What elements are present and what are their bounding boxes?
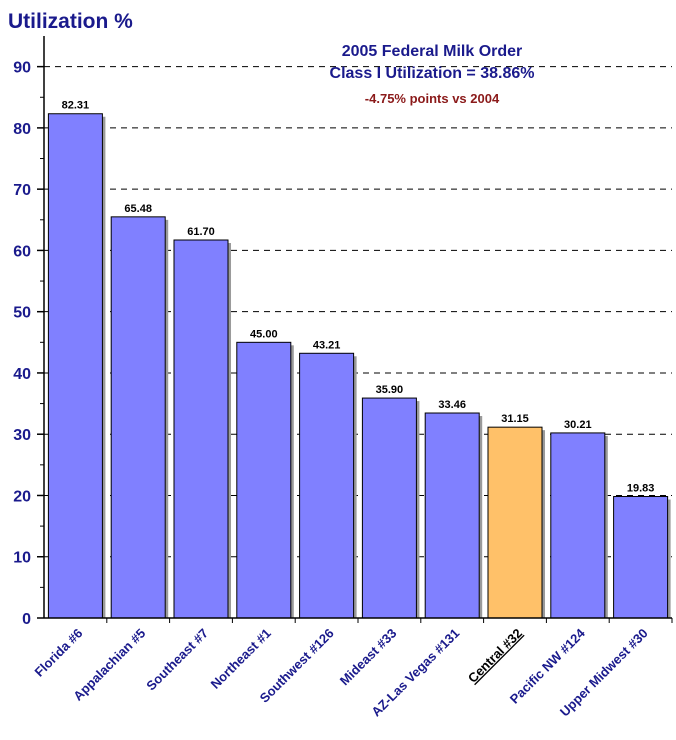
x-tick-label: Mideast #33 xyxy=(337,626,400,689)
bar xyxy=(47,113,103,619)
y-tick-label: 70 xyxy=(13,182,31,199)
data-label: 43.21 xyxy=(313,339,341,351)
y-tick-label: 90 xyxy=(13,60,31,77)
data-label: 45.00 xyxy=(250,328,278,340)
chart-annotation: -4.75% points vs 2004 xyxy=(365,91,500,106)
y-tick-label: 10 xyxy=(13,550,31,567)
y-axis-title: Utilization % xyxy=(8,10,133,33)
y-axis: 0 10 20 30 40 50 60 70 80 90 xyxy=(13,36,45,628)
bar xyxy=(550,432,606,619)
data-label: 31.15 xyxy=(501,413,529,425)
bar-highlight xyxy=(487,426,543,619)
y-tick-label: 60 xyxy=(13,243,31,260)
bar xyxy=(613,496,669,619)
y-tick-label: 0 xyxy=(22,611,31,628)
chart-subtitle: Class I Utilization = 38.86% xyxy=(330,65,535,82)
bars xyxy=(47,113,671,619)
x-tick-label: Florida #6 xyxy=(31,626,85,680)
data-label: 82.31 xyxy=(62,100,90,112)
chart-title: 2005 Federal Milk Order xyxy=(342,43,523,60)
data-label: 61.70 xyxy=(187,226,215,238)
data-label: 30.21 xyxy=(564,419,592,431)
data-label: 35.90 xyxy=(376,384,404,396)
y-tick-label: 40 xyxy=(13,366,31,383)
x-axis xyxy=(44,617,673,623)
y-tick-label: 80 xyxy=(13,121,31,138)
bar xyxy=(299,352,355,619)
y-tick-label: 50 xyxy=(13,305,31,322)
data-label: 33.46 xyxy=(438,399,466,411)
data-labels: 82.31 65.48 61.70 45.00 43.21 35.90 33.46 31.15… xyxy=(62,100,655,495)
x-tick-label: Northeast #1 xyxy=(208,626,274,692)
x-tick-label: Southeast #7 xyxy=(143,626,211,694)
bar xyxy=(424,412,480,619)
data-label: 65.48 xyxy=(124,203,152,215)
x-tick-label: Central #32 xyxy=(465,626,525,686)
bar xyxy=(361,397,417,619)
data-label: 19.83 xyxy=(627,483,655,495)
bar xyxy=(110,216,166,619)
bar xyxy=(173,239,229,619)
y-tick-label: 30 xyxy=(13,427,31,444)
y-tick-label: 20 xyxy=(13,488,31,505)
bar xyxy=(236,341,292,619)
